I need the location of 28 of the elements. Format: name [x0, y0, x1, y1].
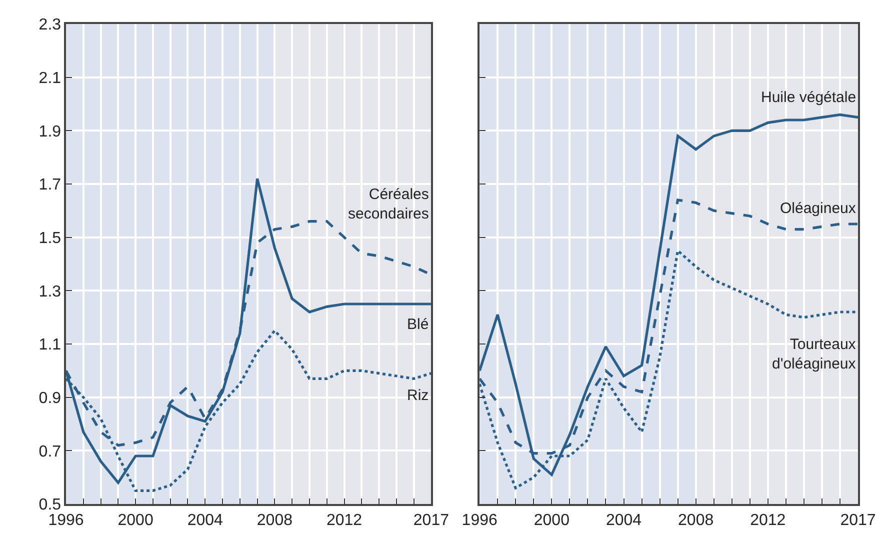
y-tick-label: 0.5: [38, 496, 62, 514]
y-tick-label: 2.3: [38, 16, 62, 34]
x-tick-label: 2004: [187, 512, 224, 529]
x-tick-label: 2012: [326, 512, 362, 529]
series-label: Blé: [407, 316, 429, 333]
x-tick-label: 2017: [413, 512, 450, 529]
x-tick-label: 1996: [48, 512, 84, 529]
x-tick-label: 1996: [462, 512, 498, 529]
series-label: Céréales secondaires: [348, 186, 429, 222]
y-tick-label: 1.5: [38, 230, 62, 247]
y-tick-label: 2.1: [38, 70, 62, 87]
y-tick-label: 1.9: [38, 123, 62, 140]
x-tick-label: 2008: [256, 512, 293, 529]
x-tick-label: 2000: [534, 512, 570, 529]
y-tick-label: 1.1: [38, 336, 62, 354]
x-tick-label: 2004: [606, 512, 642, 529]
series-label: Riz: [407, 387, 429, 404]
x-tick-label: 2012: [750, 512, 786, 529]
x-tick-label: 2008: [678, 512, 714, 529]
y-tick-label: 1.3: [38, 283, 62, 300]
y-tick-label: 1.7: [38, 176, 62, 194]
series-label: Tourteaux d'oléagineux: [772, 336, 856, 372]
y-tick-label: 0.9: [38, 390, 62, 407]
y-tick-label: 0.7: [38, 443, 62, 460]
series-label: Huile végétale: [761, 89, 856, 106]
x-tick-label: 2017: [840, 512, 876, 529]
x-tick-label: 2000: [118, 512, 154, 529]
series-label: Oléagineux: [780, 200, 856, 217]
